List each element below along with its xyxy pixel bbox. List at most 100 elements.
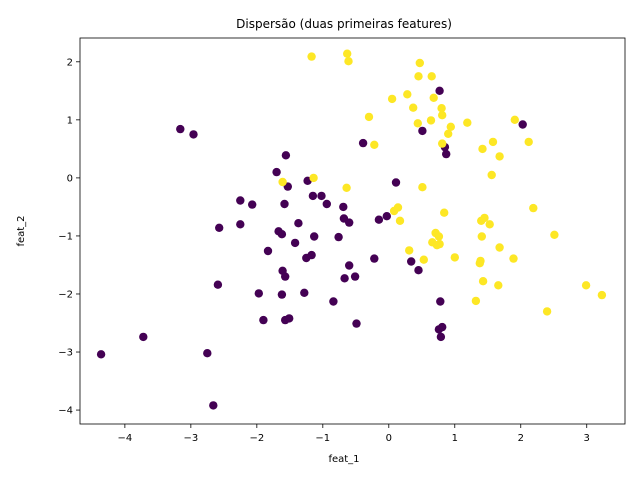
scatter-point: [281, 151, 291, 160]
scatter-point: [259, 315, 268, 325]
scatter-point: [435, 86, 444, 96]
scatter-point: [418, 126, 427, 136]
scatter-point: [317, 191, 326, 201]
y-tick-label: 2: [67, 57, 73, 68]
scatter-point: [352, 319, 361, 328]
scatter-point: [436, 297, 445, 306]
scatter-point: [419, 255, 428, 264]
scatter-point: [343, 49, 352, 58]
scatter-point: [358, 138, 368, 148]
scatter-point: [495, 243, 504, 252]
scatter-point: [294, 219, 303, 228]
scatter-point: [345, 261, 354, 270]
scatter-point: [529, 203, 538, 213]
scatter-point: [478, 144, 487, 154]
chart-title: Dispersão (duas primeiras features): [236, 17, 452, 31]
scatter-point: [405, 246, 414, 255]
scatter-point: [437, 104, 446, 113]
x-axis-ticks: −4 −3 −2 −1 0 1 2 3: [117, 424, 590, 444]
scatter-point: [550, 230, 559, 239]
scatter-point: [480, 213, 489, 223]
scatter-point: [285, 314, 294, 323]
scatter-point: [307, 250, 316, 260]
scatter-point: [290, 238, 300, 248]
scatter-point: [485, 220, 494, 229]
scatter-point: [309, 173, 318, 183]
scatter-point: [277, 290, 287, 299]
scatter-point: [478, 277, 488, 286]
scatter-point: [350, 272, 360, 281]
scatter-point: [209, 401, 218, 410]
scatter-point: [300, 288, 309, 297]
points-layer: [96, 49, 607, 410]
scatter-point: [322, 199, 331, 209]
scatter-point: [277, 230, 287, 239]
scatter-point: [189, 130, 198, 139]
scatter-point: [393, 203, 403, 212]
scatter-point: [236, 220, 245, 229]
scatter-point: [581, 281, 591, 290]
y-axis-label: feat_2: [16, 215, 27, 246]
scatter-point: [248, 200, 257, 209]
scatter-point: [391, 178, 401, 187]
scatter-point: [334, 232, 343, 242]
scatter-point: [307, 52, 316, 61]
scatter-point: [407, 257, 416, 266]
scatter-point: [414, 266, 423, 275]
scatter-point: [494, 281, 503, 290]
scatter-point: [438, 111, 447, 120]
scatter-point: [524, 137, 533, 147]
x-tick-label: −1: [315, 433, 330, 444]
scatter-point: [487, 170, 496, 180]
scatter-point: [427, 72, 436, 81]
scatter-point: [409, 103, 418, 112]
scatter-point: [477, 232, 486, 241]
scatter-point: [488, 137, 498, 147]
scatter-point: [278, 177, 287, 187]
y-tick-label: −4: [58, 406, 73, 417]
scatter-point: [435, 239, 444, 249]
scatter-point: [463, 118, 472, 127]
scatter-point: [450, 253, 459, 262]
scatter-point: [426, 116, 436, 125]
y-tick-label: −2: [58, 289, 73, 300]
scatter-point: [236, 196, 245, 205]
scatter-point: [446, 122, 455, 131]
scatter-point: [495, 152, 504, 161]
x-tick-label: 3: [584, 433, 590, 444]
scatter-point: [382, 212, 391, 221]
scatter-point: [263, 246, 273, 256]
scatter-point: [438, 322, 447, 332]
scatter-point: [139, 332, 148, 342]
scatter-point: [280, 199, 289, 209]
scatter-point: [444, 129, 453, 138]
x-axis-label: feat_1: [328, 454, 359, 465]
scatter-point: [370, 140, 379, 149]
scatter-point: [374, 215, 384, 224]
scatter-point: [509, 254, 518, 263]
scatter-point: [339, 202, 348, 212]
scatter-point: [436, 332, 446, 342]
scatter-point: [281, 272, 290, 281]
y-axis-ticks: −4 −3 −2 −1 0 1 2: [58, 57, 80, 417]
scatter-point: [310, 232, 319, 241]
scatter-point: [542, 307, 552, 316]
y-tick-label: −1: [58, 231, 73, 242]
x-tick-label: 0: [386, 433, 392, 444]
scatter-point: [387, 94, 397, 104]
scatter-point: [434, 232, 444, 241]
scatter-point: [518, 120, 527, 129]
scatter-point: [414, 72, 423, 81]
scatter-point: [272, 167, 281, 177]
scatter-point: [364, 112, 374, 122]
scatter-point: [370, 254, 379, 263]
y-tick-label: 0: [67, 173, 73, 184]
scatter-point: [215, 223, 224, 232]
scatter-point: [415, 58, 424, 68]
scatter-point: [476, 256, 485, 266]
scatter-point: [329, 297, 338, 306]
scatter-point: [438, 139, 447, 148]
scatter-point: [254, 289, 263, 298]
